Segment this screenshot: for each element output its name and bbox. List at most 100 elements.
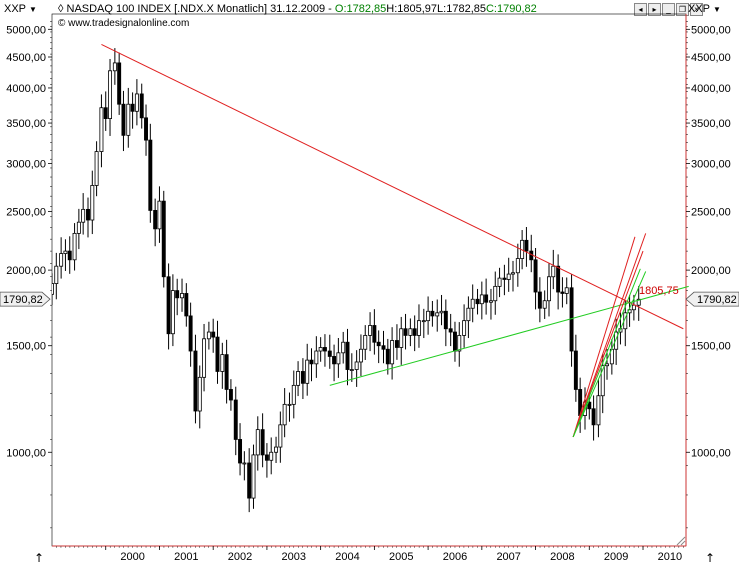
candle-body bbox=[166, 276, 171, 335]
y-tick-label-left: 3000,00 bbox=[6, 159, 46, 171]
candle-body bbox=[215, 336, 220, 372]
candle-body bbox=[336, 352, 341, 365]
candle-body bbox=[59, 253, 64, 267]
candle-body bbox=[394, 340, 399, 348]
chevron-down-icon: ▼ bbox=[29, 5, 37, 14]
candle-body bbox=[188, 315, 193, 352]
copyright-text: © www.tradesignalonline.com bbox=[58, 18, 190, 29]
candle-body bbox=[551, 265, 556, 278]
y-tick-label-left: 3500,00 bbox=[6, 118, 46, 130]
trend-line-green-2[interactable] bbox=[329, 285, 689, 386]
candle-body bbox=[376, 341, 381, 347]
candle-body bbox=[153, 210, 158, 230]
candle-body bbox=[274, 446, 279, 453]
candle-body bbox=[470, 298, 475, 309]
candle-body bbox=[247, 462, 252, 499]
trend-line-red-3[interactable] bbox=[572, 236, 636, 438]
restore-icon[interactable]: ❐ bbox=[676, 3, 689, 16]
close-icon[interactable]: × bbox=[690, 3, 703, 16]
high-value: H:1805,97 bbox=[386, 3, 438, 15]
candle-body bbox=[515, 258, 520, 274]
arrow-right-icon[interactable]: ▸ bbox=[648, 3, 661, 16]
candle-body bbox=[457, 335, 462, 352]
candle-body bbox=[462, 320, 467, 336]
y-tick-label-right: 3000,00 bbox=[691, 159, 731, 171]
candle-body bbox=[533, 259, 538, 293]
candle-body bbox=[511, 272, 515, 275]
candle-body bbox=[144, 117, 148, 141]
trend-line-red-5[interactable] bbox=[572, 250, 644, 438]
candle-body bbox=[381, 345, 386, 350]
candle-body bbox=[605, 363, 609, 367]
candle-body bbox=[537, 291, 542, 309]
candle-body bbox=[94, 151, 99, 186]
candle-body bbox=[488, 300, 493, 303]
candle-body bbox=[408, 328, 413, 336]
candle-body bbox=[403, 328, 408, 336]
candle-body bbox=[224, 354, 229, 390]
x-tick-label: 2001 bbox=[174, 551, 198, 563]
candle-body bbox=[484, 294, 489, 303]
candle-body bbox=[76, 221, 81, 234]
resize-grip-icon[interactable] bbox=[676, 536, 686, 546]
last-price-label-right: 1790,82 bbox=[697, 294, 737, 306]
minimize-icon[interactable]: _ bbox=[662, 3, 675, 16]
candle-body bbox=[52, 283, 54, 295]
candle-body bbox=[161, 200, 166, 278]
candle-body bbox=[269, 451, 274, 461]
trend-line-green-7[interactable] bbox=[572, 271, 647, 438]
candle-body bbox=[430, 310, 435, 317]
trend-line-red-4[interactable] bbox=[572, 233, 647, 438]
y-tick-label-right: 2000,00 bbox=[691, 265, 731, 277]
y-tick-label-left: 4500,00 bbox=[6, 52, 46, 64]
candle-body bbox=[54, 265, 59, 284]
candle-body bbox=[363, 335, 368, 350]
window-controls: ◂ ▸ _ ❐ × bbox=[634, 3, 704, 21]
candle-body bbox=[220, 354, 225, 372]
x-tick-label: 2009 bbox=[604, 551, 628, 563]
candle-body bbox=[296, 371, 301, 386]
candle-body bbox=[524, 239, 529, 252]
candle-body bbox=[591, 408, 596, 426]
candle-body bbox=[117, 62, 122, 105]
chevron-down-icon: ▼ bbox=[713, 5, 721, 14]
candle-body bbox=[206, 331, 211, 340]
candle-body bbox=[479, 294, 484, 305]
y-tick-label-left: 5000,00 bbox=[6, 24, 46, 36]
candle-body bbox=[170, 290, 175, 335]
candle-body bbox=[322, 347, 327, 352]
symbol-selector-right[interactable]: XXP ▼ bbox=[688, 3, 721, 15]
candle-body bbox=[157, 200, 162, 230]
last-price-label-left: 1790,82 bbox=[3, 294, 43, 306]
trend-line-green-6[interactable] bbox=[572, 268, 641, 438]
candle-body bbox=[332, 356, 337, 365]
candle-body bbox=[327, 350, 332, 357]
arrow-left-icon[interactable]: ◂ bbox=[634, 3, 647, 16]
x-tick-label: 2005 bbox=[389, 551, 413, 563]
candle-body bbox=[399, 328, 404, 348]
y-tick-label-right: 4500,00 bbox=[691, 52, 731, 64]
candle-body bbox=[564, 287, 569, 294]
symbol-selector-left[interactable]: XXP ▼ bbox=[4, 3, 37, 15]
candle-body bbox=[228, 389, 233, 401]
trend-line-red-1[interactable] bbox=[101, 44, 684, 330]
candle-body bbox=[255, 429, 260, 456]
candle-body bbox=[126, 103, 131, 136]
y-tick-label-right: 5000,00 bbox=[691, 24, 731, 36]
candle-body bbox=[287, 403, 292, 406]
candle-body bbox=[291, 384, 296, 405]
scroll-up-arrow-icon-left[interactable]: ↑ bbox=[34, 551, 44, 565]
candle-body bbox=[184, 293, 189, 317]
x-tick-label: 2008 bbox=[550, 551, 574, 563]
candle-body bbox=[318, 347, 323, 352]
candle-body bbox=[349, 369, 354, 371]
candle-body bbox=[282, 403, 287, 426]
low-value: L:1782,85 bbox=[437, 3, 486, 15]
y-tick-label-right: 1500,00 bbox=[691, 341, 731, 353]
candle-body bbox=[385, 348, 390, 365]
scroll-up-arrow-icon-right[interactable]: ↑ bbox=[705, 551, 715, 565]
y-tick-label-left: 4000,00 bbox=[6, 83, 46, 95]
candle-body bbox=[112, 62, 117, 72]
instrument-icon: ◊ bbox=[58, 3, 67, 15]
